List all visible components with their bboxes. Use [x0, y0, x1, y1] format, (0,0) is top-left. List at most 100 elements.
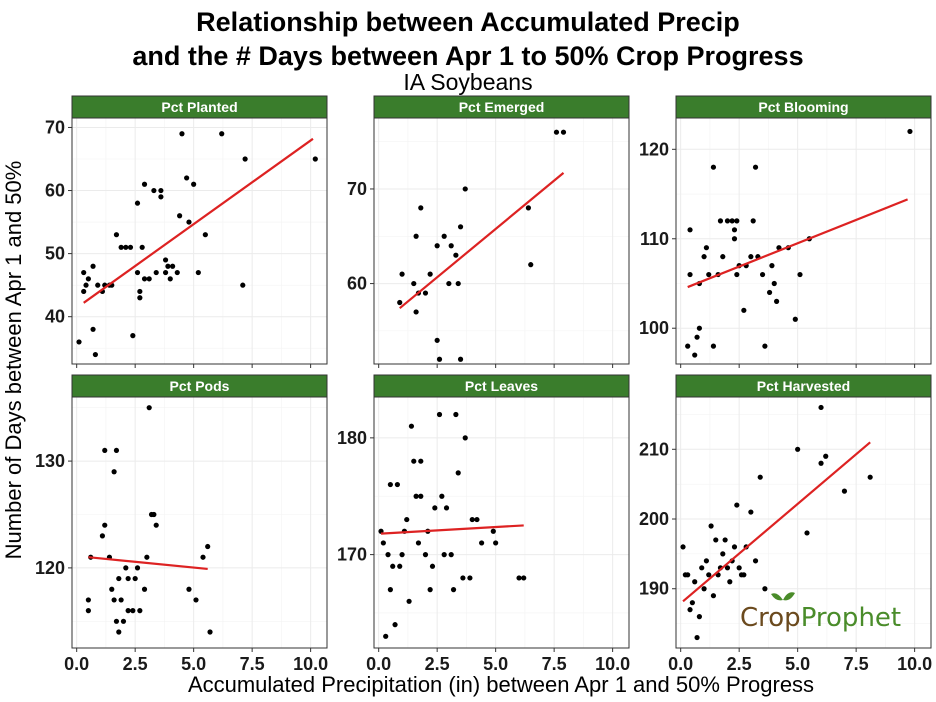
panel-background [374, 118, 629, 364]
data-point [167, 276, 173, 282]
data-point [560, 129, 567, 135]
data-point [441, 552, 447, 558]
data-point [462, 435, 468, 441]
data-point [713, 537, 719, 543]
panel-pct-blooming: Pct Blooming 100 110 120 [639, 95, 932, 368]
data-point [692, 579, 698, 585]
y-tick-label: 100 [639, 318, 669, 338]
data-point [186, 586, 192, 592]
data-point [102, 522, 108, 528]
data-point [867, 474, 873, 480]
chart-title-line2: and the # Days between Apr 1 to 50% Crop… [132, 41, 804, 71]
data-point [439, 493, 445, 499]
data-point [769, 263, 775, 269]
data-point [92, 351, 98, 358]
x-tick-label: 7.5 [542, 654, 567, 674]
data-point [81, 269, 87, 276]
data-point [141, 586, 148, 592]
data-point [553, 129, 560, 135]
data-point [385, 552, 391, 558]
data-point [134, 565, 141, 571]
data-point [85, 608, 91, 614]
data-point [741, 307, 747, 313]
data-point [736, 565, 742, 571]
data-point [748, 509, 754, 515]
data-point [689, 600, 695, 606]
data-point [418, 493, 424, 499]
x-tick-label: 5.0 [785, 654, 810, 674]
data-point [752, 164, 759, 170]
data-point [134, 200, 141, 206]
trend-line [687, 198, 909, 289]
data-point [687, 607, 693, 613]
data-point [493, 540, 499, 546]
data-point [694, 634, 700, 641]
data-point [448, 243, 454, 249]
panel-background [374, 397, 629, 648]
x-tick-label: 10.0 [293, 654, 328, 674]
data-point [680, 544, 686, 550]
panel-border [373, 117, 630, 365]
panel-pct-emerged: Pct Emerged 60 70 [347, 95, 630, 368]
data-point [717, 218, 724, 224]
data-point [722, 537, 728, 543]
data-point [113, 447, 120, 454]
data-point [422, 552, 429, 558]
data-point [125, 608, 131, 614]
data-point [804, 530, 810, 536]
data-point [436, 411, 443, 418]
data-point [387, 481, 393, 488]
data-point [102, 447, 108, 454]
data-point [724, 565, 731, 571]
data-point [392, 622, 398, 628]
panel-border [675, 396, 932, 649]
data-point [429, 563, 436, 569]
data-point [383, 633, 389, 639]
data-point [146, 276, 152, 282]
y-tick-label: 110 [640, 229, 669, 249]
data-point [162, 269, 169, 276]
data-point [771, 280, 777, 287]
x-tick-label: 0.0 [668, 654, 693, 674]
cropprophet-logo: CropProphet [740, 592, 901, 633]
data-point [132, 575, 138, 582]
data-point [521, 575, 527, 581]
data-point [411, 280, 417, 287]
y-tick-label: 180 [337, 428, 367, 448]
data-point [759, 271, 766, 278]
data-point [434, 337, 440, 343]
logo-part-prophet: Prophet [801, 603, 901, 633]
data-point [144, 554, 150, 560]
data-point [528, 262, 534, 268]
data-point [99, 533, 106, 539]
data-point [701, 586, 707, 592]
data-point [76, 339, 82, 345]
data-point [397, 563, 403, 569]
data-point [427, 587, 433, 593]
data-point [453, 252, 459, 258]
data-point [186, 219, 192, 225]
data-point [411, 458, 417, 464]
data-point [467, 575, 473, 581]
data-point [731, 544, 738, 550]
data-point [729, 218, 735, 224]
data-point [394, 481, 400, 488]
y-tick-label: 70 [347, 179, 367, 199]
data-point [490, 528, 496, 534]
data-point [720, 551, 726, 557]
x-tick-label: 2.5 [727, 654, 752, 674]
data-point [380, 540, 386, 546]
data-point [151, 187, 157, 194]
data-point [457, 356, 464, 362]
data-point [179, 131, 185, 137]
data-point [127, 244, 134, 250]
data-point [205, 543, 211, 550]
x-axis-title: Accumulated Precipitation (in) between A… [187, 672, 815, 697]
data-point [137, 608, 143, 614]
data-point [158, 194, 164, 200]
data-point [111, 469, 117, 475]
data-point [750, 218, 756, 224]
data-point [450, 587, 457, 593]
data-point [460, 575, 466, 581]
